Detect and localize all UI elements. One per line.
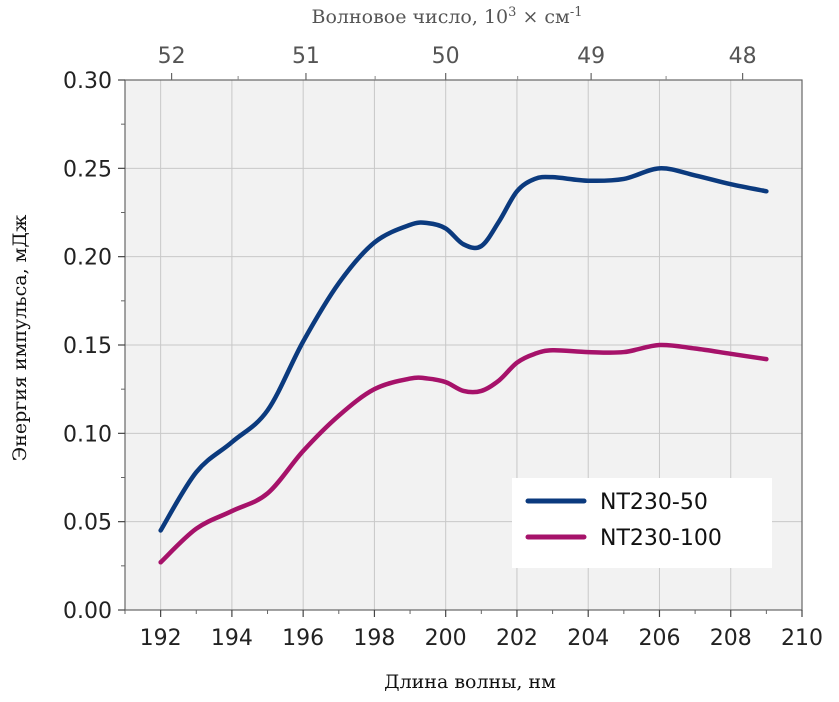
legend-label-nt230-50: NT230-50 [600, 490, 708, 515]
y-tick-label: 0.30 [63, 69, 112, 94]
x-tick-label: 192 [140, 626, 182, 651]
top-tick-label: 52 [158, 44, 186, 69]
x-tick-label: 196 [282, 626, 324, 651]
series-line-nt230-50 [158, 166, 769, 533]
top-tick-label: 48 [729, 44, 757, 69]
x-tick-label: 200 [425, 626, 467, 651]
top-tick-label: 49 [577, 44, 605, 69]
legend-background [512, 478, 772, 568]
y-tick-label: 0.00 [63, 599, 112, 624]
y-tick-label: 0.25 [63, 157, 112, 182]
top-axis: 52 51 50 49 48 [158, 44, 757, 80]
y-tick-label: 0.10 [63, 422, 112, 447]
y-axis: 0.00 0.05 0.10 0.15 0.20 0.25 0.30 [63, 69, 125, 624]
top-tick-label: 50 [432, 44, 460, 69]
x-tick-label: 208 [710, 626, 752, 651]
x-tick-label: 194 [211, 626, 253, 651]
y-axis-title: Энергия импульса, мДж [9, 214, 31, 461]
series-lines [158, 166, 769, 565]
y-tick-label: 0.20 [63, 246, 112, 271]
x-tick-label: 206 [638, 626, 680, 651]
legend: NT230-50 NT230-100 [512, 478, 772, 568]
top-tick-label: 51 [292, 44, 320, 69]
x-tick-label: 198 [353, 626, 395, 651]
x-tick-label: 210 [781, 626, 823, 651]
legend-label-nt230-100: NT230-100 [600, 526, 722, 551]
x-axis: 192 194 196 198 200 202 204 206 208 210 [124, 610, 823, 651]
y-tick-label: 0.05 [63, 511, 112, 536]
y-tick-label: 0.15 [63, 334, 112, 359]
series-line-nt230-100 [158, 342, 769, 565]
x-axis-title: Длина волны, нм [384, 671, 556, 693]
x-tick-label: 204 [567, 626, 609, 651]
x-tick-label: 202 [496, 626, 538, 651]
top-axis-title: Волновое число, 103 × см-1 [312, 5, 583, 28]
